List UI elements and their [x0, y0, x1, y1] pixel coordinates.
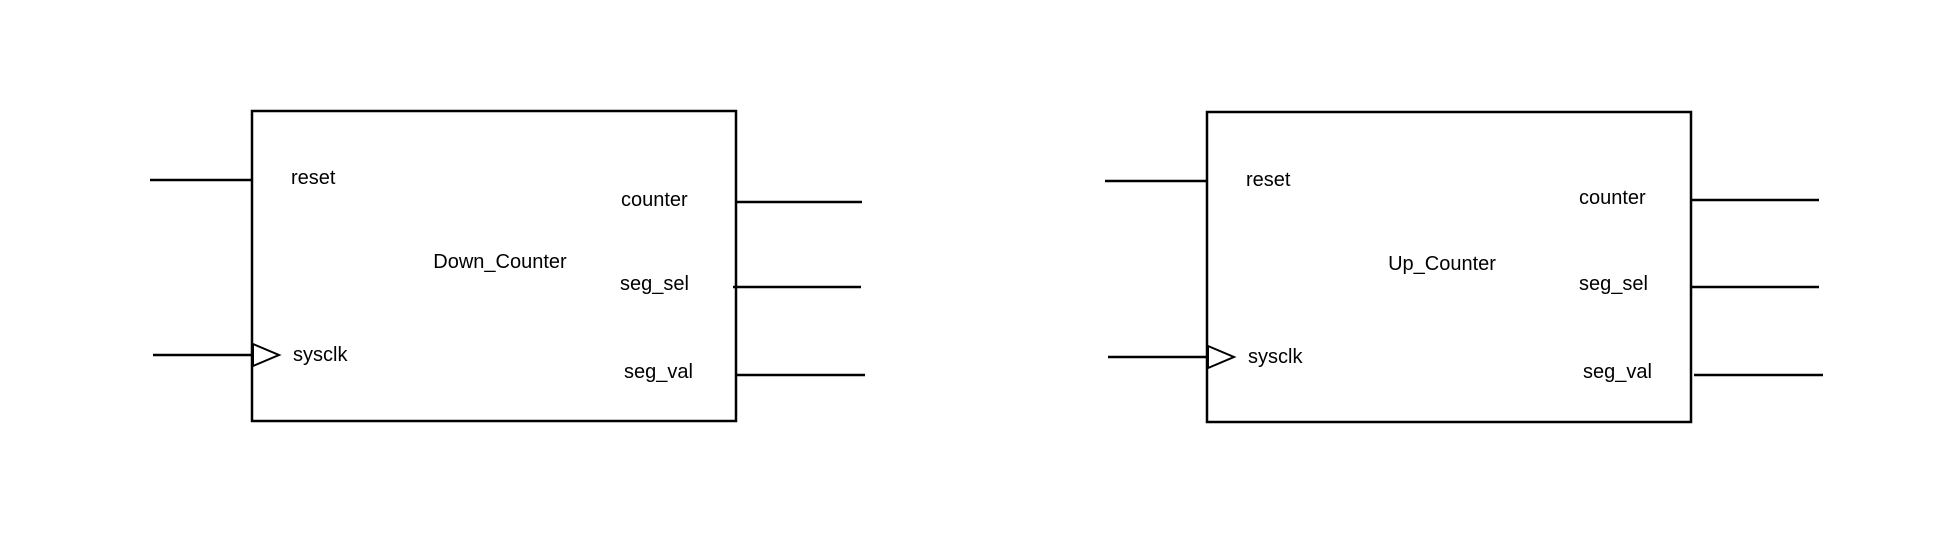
up-counter-sysclk-label: sysclk [1248, 346, 1303, 368]
up-counter-box [1205, 110, 1693, 424]
down-counter-sysclk-label: sysclk [293, 344, 348, 366]
down-counter-clock-triangle-icon [252, 342, 282, 368]
down-counter-output-counter-label: counter [621, 189, 688, 211]
up-counter-reset-label: reset [1246, 169, 1291, 191]
down-counter-title: Down_Counter [433, 251, 567, 273]
up-counter-output-counter-label: counter [1579, 187, 1646, 209]
up-counter-clock-triangle-icon [1207, 344, 1237, 370]
down-counter-block: Down_Counter reset sysclk counter seg_se… [150, 109, 865, 423]
down-counter-output-seg-sel-label: seg_sel [620, 273, 689, 295]
up-counter-output-seg-val-label: seg_val [1583, 361, 1652, 383]
down-counter-reset-label: reset [291, 167, 336, 189]
up-counter-output-seg-sel-label: seg_sel [1579, 273, 1648, 295]
up-counter-title: Up_Counter [1388, 253, 1496, 275]
down-counter-box [250, 109, 738, 423]
down-counter-output-seg-val-label: seg_val [624, 361, 693, 383]
up-counter-block: Up_Counter reset sysclk counter seg_sel … [1105, 110, 1823, 424]
